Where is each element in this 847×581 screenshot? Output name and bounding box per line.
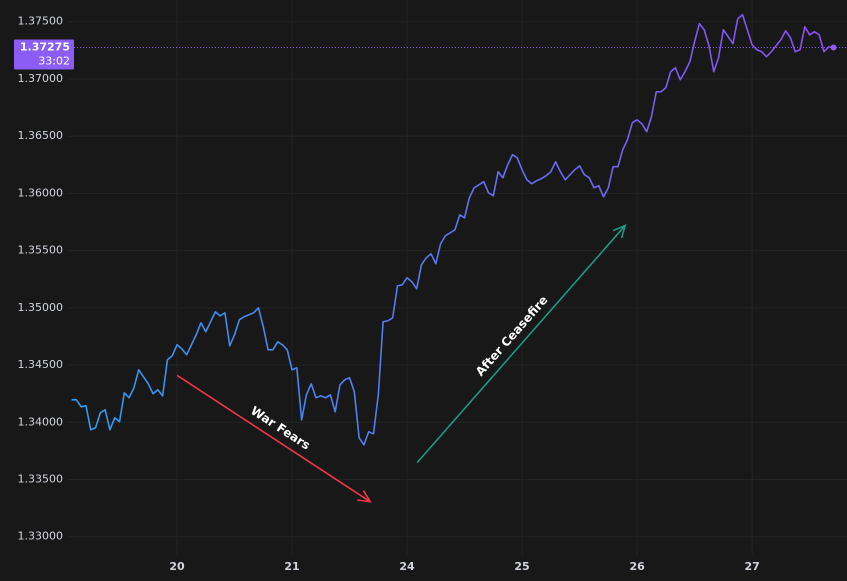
y-tick-label: 1.34000 — [18, 415, 64, 428]
x-tick-label: 20 — [169, 560, 185, 573]
y-tick-label: 1.37000 — [18, 72, 64, 85]
y-tick-label: 1.33000 — [18, 530, 64, 543]
y-tick-label: 1.36500 — [18, 129, 64, 142]
annotation-arrowhead — [357, 490, 372, 503]
x-tick-label: 27 — [744, 560, 759, 573]
y-tick-label: 1.36000 — [18, 186, 64, 199]
annotation-arrow — [416, 225, 626, 464]
x-tick-label: 26 — [629, 560, 645, 573]
annotation-arrowhead — [612, 224, 627, 239]
x-tick-label: 25 — [514, 560, 529, 573]
x-tick-label: 24 — [399, 560, 415, 573]
x-tick-label: 21 — [284, 560, 299, 573]
y-tick-label: 1.35000 — [18, 301, 64, 314]
y-tick-label: 1.37500 — [18, 15, 64, 28]
price-badge-countdown: 33:02 — [38, 54, 70, 67]
y-tick-label: 1.34500 — [18, 358, 64, 371]
price-line — [71, 13, 834, 446]
annotation-arrow — [176, 374, 371, 503]
price-badge-value: 1.37275 — [20, 40, 70, 53]
last-point — [830, 44, 837, 51]
price-badge — [14, 39, 74, 70]
y-tick-label: 1.35500 — [18, 244, 64, 257]
y-tick-label: 1.33500 — [18, 472, 64, 485]
